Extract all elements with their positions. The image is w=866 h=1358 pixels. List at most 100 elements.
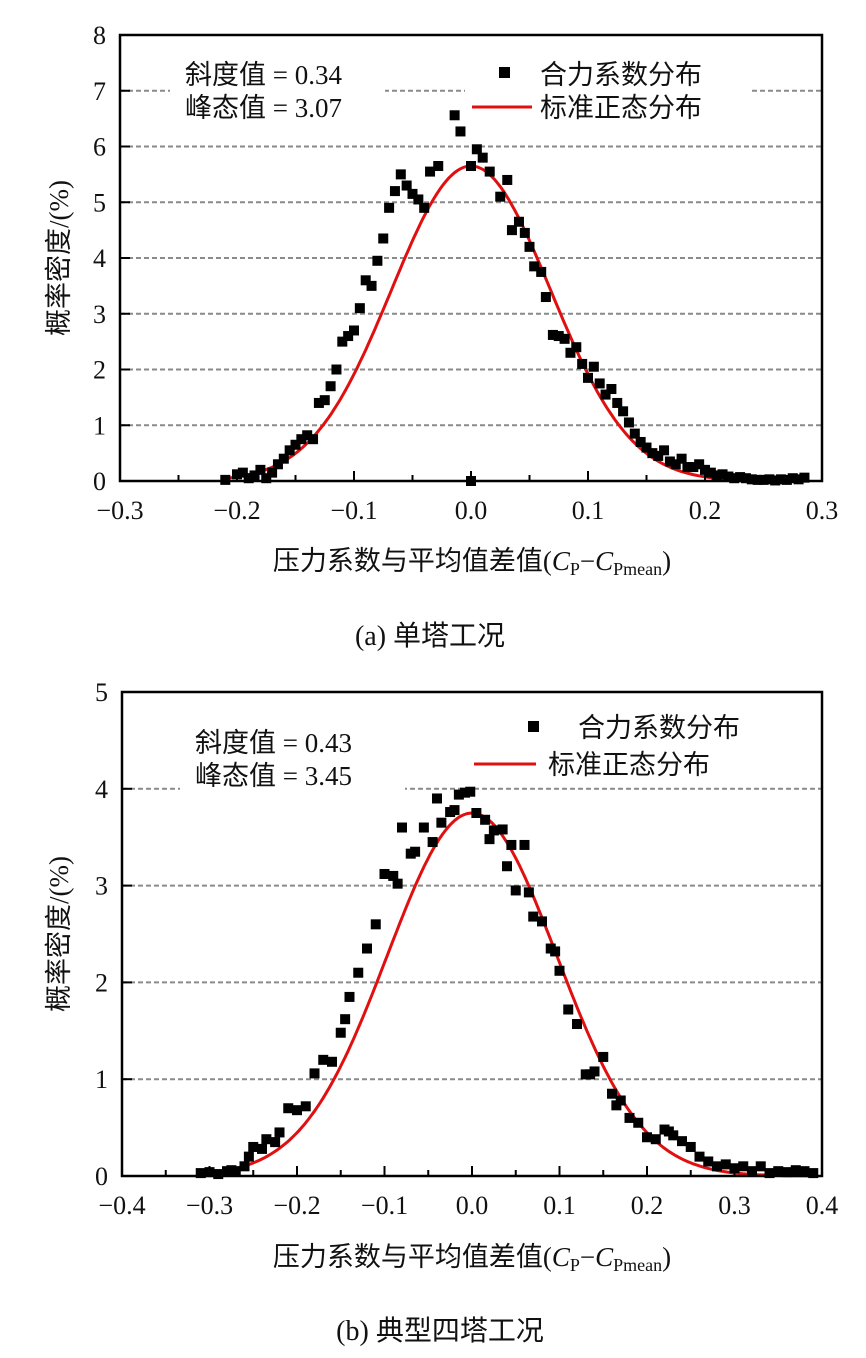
data-point (449, 110, 460, 121)
data-point (379, 868, 390, 879)
data-point (484, 834, 495, 845)
data-point (392, 878, 403, 889)
data-point (378, 233, 389, 244)
x-tick-label: 0.2 (631, 1191, 664, 1220)
data-point (688, 462, 699, 473)
data-point (243, 473, 254, 484)
skewness-annotation: 斜度值 = 0.43 (195, 728, 352, 758)
data-point (571, 342, 582, 353)
data-point (563, 1004, 574, 1015)
data-point (664, 456, 675, 467)
data-point (506, 839, 517, 850)
legend-line-label: 标准正态分布 (548, 750, 710, 780)
data-point (606, 384, 617, 395)
x-tick-label: −0.4 (98, 1191, 145, 1220)
data-point (808, 1168, 819, 1179)
data-point (685, 1141, 696, 1152)
data-point (466, 161, 476, 172)
gridlines (122, 787, 822, 1081)
data-point (427, 837, 438, 848)
x-axis-title: 压力系数与平均值差值(CP−CPmean) (273, 1242, 671, 1275)
data-point (633, 1117, 644, 1128)
data-point (300, 1101, 311, 1112)
data-point (519, 227, 530, 238)
y-tick-label: 4 (93, 244, 106, 273)
data-point (419, 202, 430, 213)
data-point (635, 436, 646, 447)
data-point (471, 144, 482, 155)
data-point (735, 472, 746, 483)
data-point (272, 459, 283, 470)
legend-scatter-marker (499, 67, 510, 78)
data-point (432, 793, 442, 804)
x-tick-label: 0.1 (543, 1191, 576, 1220)
x-tick-label: 0.3 (806, 496, 839, 525)
annotation-background (180, 722, 405, 794)
data-point (313, 397, 324, 408)
x-tick-label: 0.1 (572, 496, 605, 525)
data-point (465, 786, 476, 797)
y-tick-label: 7 (93, 77, 106, 106)
x-tick-label: −0.3 (96, 496, 143, 525)
data-point (554, 965, 565, 976)
normal-fit-curve-layer (225, 164, 799, 483)
data-point (327, 1056, 337, 1067)
data-point (540, 292, 551, 303)
legend-scatter-label: 合力系数分布 (540, 60, 702, 90)
data-point (261, 1134, 272, 1145)
data-point (257, 1143, 267, 1154)
y-tick-label: 1 (93, 411, 106, 440)
data-point (309, 1068, 320, 1079)
data-point (676, 453, 687, 464)
data-point (799, 1166, 810, 1177)
data-point (705, 467, 716, 478)
data-point (513, 216, 524, 227)
data-point (559, 333, 570, 344)
data-point (413, 194, 424, 205)
data-point (195, 1168, 206, 1179)
y-tick-label: 5 (93, 188, 106, 217)
data-point (641, 442, 652, 453)
data-point (746, 474, 757, 485)
data-point (388, 870, 399, 881)
data-point (712, 1161, 722, 1172)
data-point (764, 1168, 775, 1179)
data-point (670, 459, 681, 470)
data-point (623, 417, 634, 428)
axes: −0.4 −0.3 −0.2 −0.1 0.0 0.1 0.2 0.3 0.4 0 1 2 3 4 5 (95, 678, 838, 1220)
data-point (755, 1161, 766, 1172)
data-point (793, 474, 804, 485)
data-point (711, 470, 722, 481)
data-point (360, 275, 371, 286)
data-point (703, 1156, 714, 1167)
data-point (577, 358, 588, 369)
y-tick-label: 8 (93, 21, 106, 50)
data-point (694, 1151, 705, 1162)
kurtosis-annotation: 峰态值 = 3.07 (185, 93, 342, 123)
data-point (764, 474, 775, 485)
data-point (747, 1166, 757, 1177)
x-tick-label: −0.1 (361, 1191, 408, 1220)
data-point (395, 169, 406, 180)
data-point (366, 280, 377, 291)
data-point (647, 448, 658, 459)
data-point (270, 1137, 281, 1148)
data-point (488, 825, 499, 836)
gridlines (120, 89, 822, 427)
data-point (407, 188, 418, 199)
y-tick-label: 3 (95, 872, 108, 901)
data-point (694, 459, 705, 470)
data-point (274, 1127, 285, 1138)
data-point (318, 1054, 329, 1065)
data-point (261, 473, 272, 484)
data-point (340, 1014, 351, 1025)
y-tick-label: 1 (95, 1065, 108, 1094)
y-tick-label: 3 (93, 300, 106, 329)
x-tick-label: −0.3 (186, 1191, 233, 1220)
data-point (449, 805, 460, 816)
data-point (612, 397, 623, 408)
legend-background (465, 52, 750, 124)
data-point (588, 361, 599, 372)
chart-panel-b: 斜度值 = 0.43 峰态值 = 3.45 合力系数分布 标准正态分布 −0.4… (44, 678, 838, 1347)
data-point (433, 161, 444, 172)
